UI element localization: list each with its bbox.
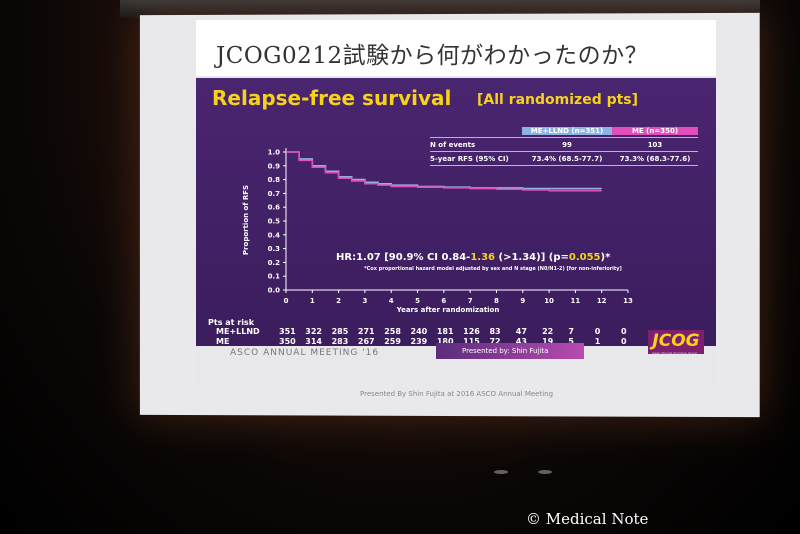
x-tick-label: 2 xyxy=(336,297,341,305)
risk-value: 5 xyxy=(568,337,574,346)
hr-text: HR:1.07 [90.9% CI 0.84-1.36 (>1.34)] (p=… xyxy=(336,252,611,263)
x-tick-label: 6 xyxy=(441,297,446,305)
risk-value: 322 xyxy=(305,327,322,336)
x-tick-label: 9 xyxy=(520,297,525,305)
hr-p: 0.055 xyxy=(569,252,601,263)
risk-value: 314 xyxy=(305,337,322,346)
y-tick-label: 0.9 xyxy=(268,162,281,170)
jcog-logo-subtext: Japan Clinical Oncology Group xyxy=(652,351,698,355)
slide-heading: JCOG0212試験から何がわかったのか？ xyxy=(216,43,649,69)
risk-label-me: ME xyxy=(216,337,230,346)
risk-value: 19 xyxy=(542,337,554,346)
presented-banner xyxy=(436,343,584,359)
floor-light xyxy=(494,470,508,474)
risk-value: 7 xyxy=(568,327,574,336)
floor-light xyxy=(538,470,552,474)
hr-suffix: )* xyxy=(601,252,612,263)
hr-footnote: *Cox proportional hazard model adjusted … xyxy=(364,266,622,272)
risk-value: 180 xyxy=(436,337,454,346)
stats-label: 5-year RFS (95% CI) xyxy=(430,154,509,163)
risk-value: 267 xyxy=(357,337,375,346)
x-tick-label: 0 xyxy=(284,297,289,305)
risk-value: 126 xyxy=(463,327,480,336)
risk-value: 83 xyxy=(489,327,501,336)
risk-value: 181 xyxy=(436,327,454,336)
x-tick-label: 11 xyxy=(571,297,581,305)
y-tick-label: 0.3 xyxy=(268,245,281,253)
risk-value: 285 xyxy=(331,327,349,336)
x-tick-label: 4 xyxy=(389,297,394,305)
y-axis-label: Proportion of RFS xyxy=(242,185,250,255)
slide-content-panel xyxy=(196,78,716,346)
x-tick-label: 13 xyxy=(623,297,633,305)
slide-subtitle: Relapse-free survival xyxy=(212,86,452,110)
stats-label: N of events xyxy=(430,140,476,149)
hr-prefix: HR:1.07 [90.9% CI 0.84- xyxy=(336,252,470,263)
risk-value: 43 xyxy=(515,337,527,346)
x-tick-label: 8 xyxy=(494,297,499,305)
presented-by: Presented by: Shin Fujita xyxy=(462,347,549,355)
watermark: © Medical Note xyxy=(526,510,649,528)
risk-title: Pts at risk xyxy=(208,318,255,327)
km-curve-me-llnd xyxy=(286,151,602,190)
slide-subtitle-tag: [All randomized pts] xyxy=(477,92,639,108)
risk-value: 258 xyxy=(384,327,401,336)
x-axis-label: Years after randomization xyxy=(396,306,500,314)
risk-value: 350 xyxy=(279,337,296,346)
risk-value: 1 xyxy=(594,337,601,346)
y-tick-label: 0.7 xyxy=(268,190,281,198)
y-tick-label: 0.1 xyxy=(268,273,281,281)
x-tick-label: 12 xyxy=(597,297,607,305)
stats-row-rfs: 5-year RFS (95% CI) 73.4% (68.5-77.7) 73… xyxy=(430,152,698,166)
risk-value: 283 xyxy=(331,337,349,346)
risk-value: 47 xyxy=(515,327,527,336)
risk-value: 351 xyxy=(279,327,296,336)
stats-header-me-llnd: ME+LLND (n=351) xyxy=(522,126,612,135)
y-tick-label: 0.8 xyxy=(268,176,281,184)
y-tick-label: 0.0 xyxy=(268,287,281,295)
risk-value: 72 xyxy=(489,337,501,346)
stats-value: 73.3% (68.3-77.6) xyxy=(619,154,691,163)
y-tick-label: 0.6 xyxy=(268,204,281,212)
risk-value: 22 xyxy=(542,327,554,336)
risk-value: 239 xyxy=(410,337,428,346)
stats-header-me: ME (n=350) xyxy=(612,126,698,135)
slide-title-band xyxy=(196,20,716,76)
x-tick-label: 7 xyxy=(468,297,473,305)
stats-header-row: ME+LLND (n=351) ME (n=350) xyxy=(430,124,698,138)
stats-row-events: N of events 99 103 xyxy=(430,138,698,152)
stats-value: 73.4% (68.5-77.7) xyxy=(531,154,603,163)
risk-value: 259 xyxy=(384,337,401,346)
y-tick-label: 0.4 xyxy=(268,231,281,239)
risk-value: 0 xyxy=(621,327,627,336)
stats-table: ME+LLND (n=351) ME (n=350) N of events 9… xyxy=(430,124,698,166)
hr-mid: (>1.34)] (p= xyxy=(495,252,569,263)
hr-upper: 1.36 xyxy=(470,252,495,263)
x-tick-label: 5 xyxy=(415,297,420,305)
km-curve-me xyxy=(286,151,602,192)
kaplan-meier-chart: Proportion of RFS Years after randomizat… xyxy=(242,148,633,314)
jcog-logo: JCOG xyxy=(648,330,704,354)
x-tick-label: 10 xyxy=(544,297,554,305)
stats-value: 99 xyxy=(562,140,572,149)
y-tick-label: 0.2 xyxy=(268,259,281,267)
presentation-credit: Presented By Shin Fujita at 2016 ASCO An… xyxy=(360,390,554,398)
asco-label: ASCO ANNUAL MEETING '16 xyxy=(230,348,380,358)
y-tick-label: 1.0 xyxy=(268,149,281,157)
stats-value: 103 xyxy=(647,140,663,149)
risk-value: 115 xyxy=(463,337,480,346)
x-tick-label: 3 xyxy=(362,297,367,305)
x-tick-label: 1 xyxy=(310,297,315,305)
risk-label-me-llnd: ME+LLND xyxy=(216,327,260,336)
risk-value: 0 xyxy=(594,327,601,336)
risk-value: 0 xyxy=(621,337,627,346)
risk-value: 240 xyxy=(410,327,428,336)
y-tick-label: 0.5 xyxy=(268,218,281,226)
risk-value: 271 xyxy=(357,327,375,336)
